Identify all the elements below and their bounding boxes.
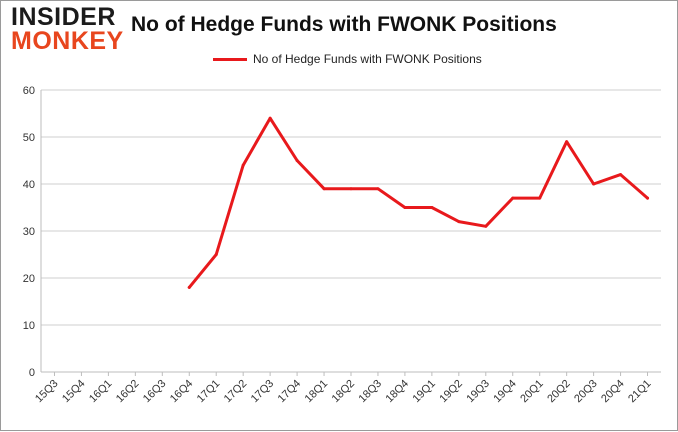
data-point [430, 206, 434, 209]
data-point [214, 253, 218, 256]
data-point [268, 116, 272, 120]
x-tick-label: 16Q2 [114, 378, 142, 406]
data-point [592, 182, 596, 186]
data-point [322, 187, 326, 191]
data-point [241, 163, 245, 167]
data-point [484, 224, 488, 228]
logo-line-1: INSIDER [11, 3, 116, 31]
x-tick-label: 16Q1 [87, 378, 115, 406]
data-point [457, 220, 461, 224]
x-tick-label: 20Q3 [572, 378, 600, 406]
data-point [619, 173, 623, 177]
x-tick-label: 21Q1 [626, 378, 654, 406]
data-point [187, 285, 191, 289]
legend-label: No of Hedge Funds with FWONK Positions [253, 52, 482, 66]
data-point [349, 187, 353, 191]
data-point [295, 159, 299, 162]
y-tick-label: 20 [23, 273, 35, 285]
data-point [403, 206, 407, 209]
x-tick-label: 17Q2 [222, 378, 250, 406]
chart-title: No of Hedge Funds with FWONK Positions [131, 13, 557, 36]
data-point [565, 140, 569, 144]
y-tick-label: 50 [23, 132, 35, 144]
chart-legend: No of Hedge Funds with FWONK Positions [213, 52, 482, 66]
y-tick-label: 30 [23, 226, 35, 238]
data-point [376, 187, 380, 191]
x-tick-label: 19Q4 [491, 378, 519, 406]
x-tick-label: 20Q4 [599, 378, 627, 406]
y-tick-label: 0 [29, 367, 35, 379]
x-tick-label: 16Q3 [141, 378, 169, 406]
series-line [187, 116, 650, 289]
x-tick-label: 17Q3 [249, 378, 277, 406]
x-tick-label: 15Q3 [33, 378, 61, 406]
logo-line-2: MONKEY [11, 27, 124, 55]
x-tick-label: 17Q4 [276, 378, 304, 406]
x-tick-label: 19Q3 [464, 378, 492, 406]
data-point [511, 196, 515, 200]
y-tick-label: 60 [23, 85, 35, 97]
x-tick-label: 18Q4 [384, 378, 412, 406]
x-tick-label: 17Q1 [195, 378, 223, 406]
x-tick-label: 19Q1 [410, 378, 438, 406]
x-tick-label: 16Q4 [168, 378, 196, 406]
x-tick-label: 18Q2 [330, 378, 358, 406]
x-tick-label: 20Q1 [518, 378, 546, 406]
x-tick-label: 20Q2 [545, 378, 573, 406]
x-tick-label: 18Q3 [357, 378, 385, 406]
y-tick-label: 10 [23, 320, 35, 332]
data-point [646, 196, 650, 200]
x-tick-label: 19Q2 [437, 378, 465, 406]
x-tick-label: 18Q1 [303, 378, 331, 406]
y-tick-label: 40 [23, 179, 35, 191]
legend-swatch [213, 57, 247, 61]
insider-monkey-logo: INSIDER MONKEY [11, 3, 127, 55]
x-tick-label: 15Q4 [60, 378, 88, 406]
data-point [538, 196, 542, 200]
